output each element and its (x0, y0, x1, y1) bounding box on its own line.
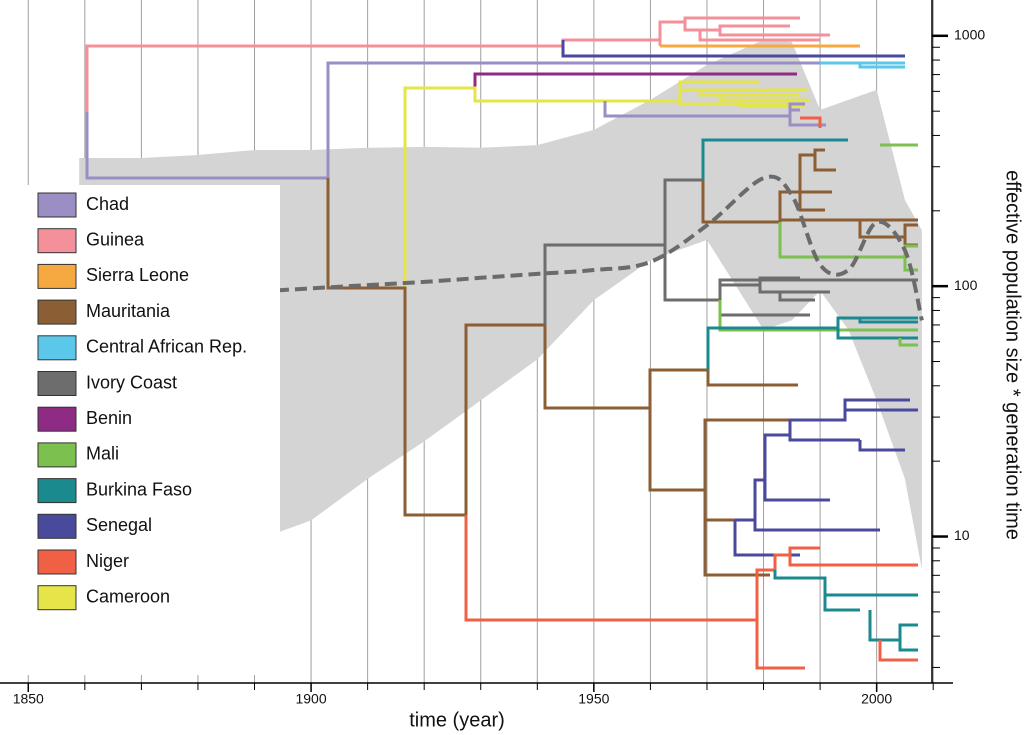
legend-swatch (37, 406, 77, 432)
tree-branch (561, 40, 905, 58)
x-tick-label: 1850 (13, 691, 44, 707)
tree-branch (326, 178, 798, 577)
legend-swatch (37, 585, 77, 611)
tree-branch (878, 640, 918, 662)
legend-label: Central African Rep. (86, 337, 247, 357)
tree (85, 16, 918, 670)
legend-label: Mauritania (86, 301, 171, 321)
x-tick-label: 2000 (861, 691, 892, 707)
tree-branch (701, 138, 848, 180)
legend-label: Burkina Faso (86, 479, 192, 499)
legend-swatch (37, 335, 77, 361)
legend-swatch (37, 513, 77, 539)
tree-branch (403, 80, 810, 288)
y2-tick-label: 100 (954, 277, 978, 293)
x-tick-label: 1950 (578, 691, 609, 707)
x-tick-label: 1900 (295, 691, 326, 707)
tree-branch (800, 116, 822, 128)
tree-branch (733, 398, 918, 557)
legend-label: Senegal (86, 515, 152, 535)
tree-branch (706, 370, 798, 387)
tree-branch (898, 338, 918, 347)
tree-branch (718, 143, 918, 332)
legend: Chad Guinea Sierra Leone Mauritania Central … (8, 185, 280, 675)
legend-swatch (37, 371, 77, 396)
tree-branch (820, 61, 905, 69)
legend-label: Mali (86, 444, 119, 464)
legend-swatch (37, 442, 77, 468)
y2-tick-label: 1000 (954, 27, 985, 43)
legend-swatch (37, 192, 77, 218)
legend-label: Benin (86, 408, 132, 428)
legend-swatch (37, 263, 77, 289)
legend-swatch (37, 478, 77, 504)
legend-swatch (37, 299, 77, 325)
legend-swatch (37, 228, 77, 254)
legend-label: Ivory Coast (86, 372, 177, 392)
y2-axis-label: effective population size * generation t… (1002, 170, 1024, 540)
y2-tick-label: 10 (954, 527, 970, 543)
legend-label: Niger (86, 551, 129, 571)
legend-label: Chad (86, 194, 129, 214)
skyline-median-line (79, 174, 924, 321)
legend-label: Sierra Leone (86, 265, 189, 285)
x-axis-label: time (year) (409, 709, 505, 731)
skyline (79, 39, 922, 570)
tree-branch (706, 316, 918, 370)
legend-label: Guinea (86, 229, 145, 249)
tree-branch (773, 570, 918, 652)
tree-branch (85, 16, 830, 112)
tree-branch (603, 101, 826, 127)
axes: 1850 1900 1950 2000 10 100 1000 (0, 0, 985, 707)
skyline-band (79, 39, 922, 570)
skyline-median (79, 174, 924, 321)
tree-branch (464, 515, 918, 670)
legend-swatch (37, 549, 77, 575)
legend-label: Cameroon (86, 586, 170, 606)
